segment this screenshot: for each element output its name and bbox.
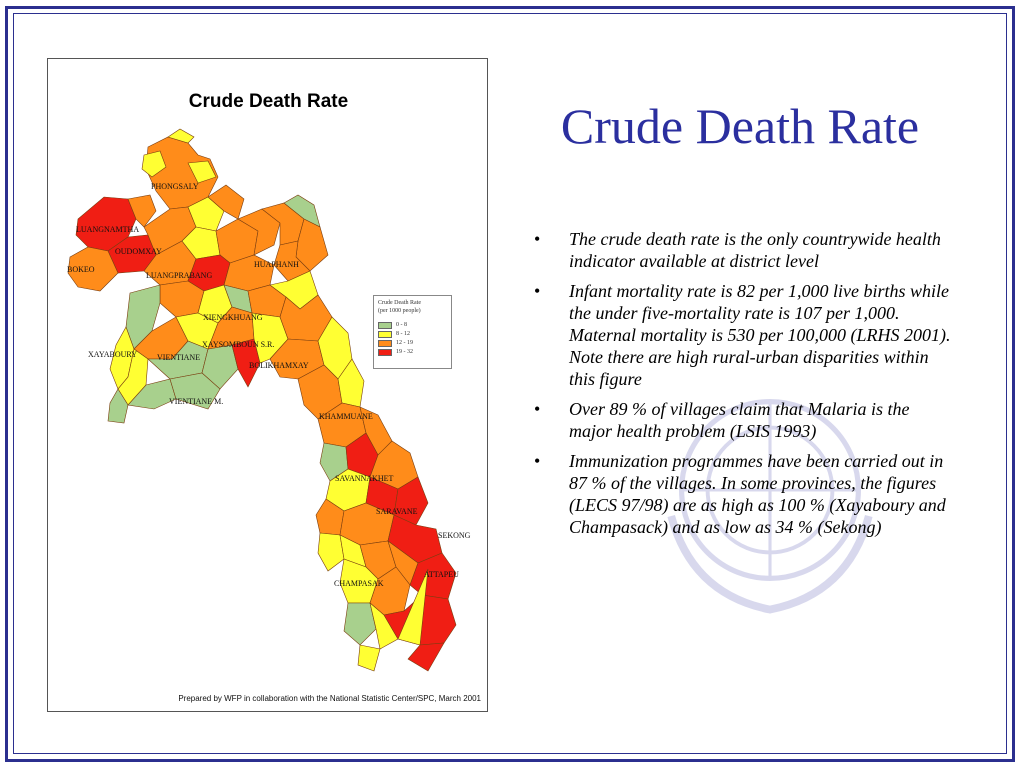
map-legend: Crude Death Rate (per 1000 people) 0 - 8… xyxy=(373,295,452,369)
district-shape xyxy=(337,358,365,408)
district-shape xyxy=(369,602,399,650)
district-shape xyxy=(397,568,429,646)
district-shape xyxy=(187,160,217,184)
province-label: VIENTIANE M. xyxy=(169,397,224,406)
un-emblem-watermark xyxy=(667,399,873,614)
bullet-glyph: • xyxy=(534,229,541,249)
province-label: LUANGNAMTHA xyxy=(76,225,140,234)
district-shape xyxy=(187,196,225,232)
province-label: VIENTIANE xyxy=(157,353,201,362)
bullet-item: • Immunization programmes have been carri… xyxy=(530,450,956,538)
legend-swatch xyxy=(378,348,392,356)
legend-row: 12 - 19 xyxy=(378,339,447,347)
legend-row: 19 - 32 xyxy=(378,348,447,356)
legend-row: 0 - 8 xyxy=(378,321,447,329)
map-panel: Crude Death Rate xyxy=(47,58,488,712)
slide-frame-outer xyxy=(5,6,1015,762)
province-label: HUAPHANH xyxy=(254,260,299,269)
province-label: XAYSOMBOUN S.R. xyxy=(202,340,275,349)
district-shape xyxy=(141,150,167,178)
province-label: BOLIKHAMXAY xyxy=(249,361,309,370)
legend-swatch xyxy=(378,330,392,338)
district-shape xyxy=(343,602,377,646)
province-label: BOKEO xyxy=(67,265,95,274)
legend-label: 12 - 19 xyxy=(396,340,413,346)
map-credit: Prepared by WFP in collaboration with th… xyxy=(178,694,481,703)
province-label: XAYABOURY xyxy=(88,350,138,359)
district-shape xyxy=(167,128,195,144)
district-shape xyxy=(127,194,157,228)
legend-swatch xyxy=(378,339,392,347)
bullet-text: Over 89 % of villages claim that Malaria… xyxy=(569,399,910,441)
province-label: ATTAPEU xyxy=(424,570,459,579)
district-shape xyxy=(283,194,321,228)
legend-label: 19 - 32 xyxy=(396,349,413,355)
province-label: LUANGPRABANG xyxy=(146,271,213,280)
district-shape xyxy=(317,532,345,572)
province-label: KHAMMUANE xyxy=(319,412,373,421)
province-label: PHONGSALY xyxy=(151,182,199,191)
bullet-text: The crude death rate is the only country… xyxy=(569,229,941,271)
legend-label: 0 - 8 xyxy=(396,322,407,328)
province-label: SAVANNAKHET xyxy=(335,474,394,483)
bullet-item: • The crude death rate is the only countr… xyxy=(530,228,956,272)
bullet-item: • Over 89 % of villages claim that Malari… xyxy=(530,398,956,442)
map-title: Crude Death Rate xyxy=(188,91,349,112)
district-shape xyxy=(407,642,445,672)
bullet-glyph: • xyxy=(534,399,541,419)
slide-frame-inner xyxy=(13,13,1007,754)
province-label: OUDOMXAY xyxy=(115,247,162,256)
province-label: SARAVANE xyxy=(376,507,418,516)
province-label: CHAMPASAK xyxy=(334,579,384,588)
district-shape xyxy=(357,644,381,672)
legend-subtitle: (per 1000 people) xyxy=(378,308,421,314)
bullet-item: • Infant mortality rate is 82 per 1,000 l… xyxy=(530,280,956,390)
district-shape xyxy=(207,184,245,220)
legend-label: 8 - 12 xyxy=(396,331,410,337)
laos-district-map xyxy=(67,128,457,672)
district-shape xyxy=(231,338,261,388)
legend-row: 8 - 12 xyxy=(378,330,447,338)
province-label: SEKONG xyxy=(438,531,471,540)
bullet-text: Infant mortality rate is 82 per 1,000 li… xyxy=(569,281,951,389)
legend-rows: 0 - 8 8 - 12 12 - 19 19 - 32 xyxy=(378,321,447,356)
legend-swatch xyxy=(378,321,392,329)
bullet-glyph: • xyxy=(534,451,541,471)
legend-title: Crude Death Rate xyxy=(378,300,421,306)
district-shape xyxy=(107,388,129,424)
district-shape xyxy=(169,372,221,410)
district-shape xyxy=(393,476,429,526)
province-label: XIENGKHUANG xyxy=(203,313,263,322)
district-shape xyxy=(67,246,119,292)
district-shape xyxy=(127,378,177,410)
bullet-list: • The crude death rate is the only countr… xyxy=(530,228,956,546)
slide-title: Crude Death Rate xyxy=(560,98,920,154)
bullet-glyph: • xyxy=(534,281,541,301)
bullet-text: Immunization programmes have been carrie… xyxy=(569,451,946,537)
